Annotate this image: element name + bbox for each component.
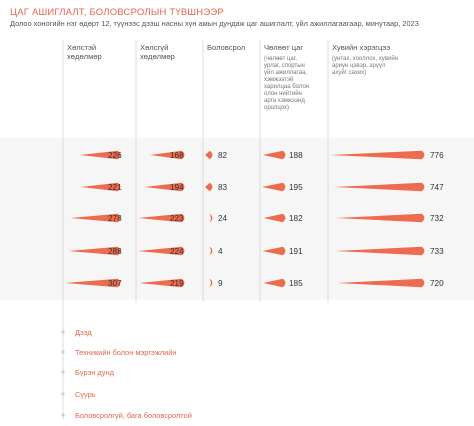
series-note: (чөлөөт цаг, xyxy=(264,56,297,62)
data-label: 219 xyxy=(170,279,184,288)
series-name: Чөлөөт цаг xyxy=(264,43,303,52)
data-label: 188 xyxy=(289,151,303,160)
series-note: харилцаа болон xyxy=(264,84,309,90)
bar xyxy=(80,150,121,160)
data-label: 82 xyxy=(218,151,228,160)
data-label: 83 xyxy=(218,183,228,192)
bar xyxy=(209,278,213,288)
chart-title: ЦАГ АШИГЛАЛТ, БОЛОВСРОЛЫН ТҮВШНЭЭР xyxy=(10,7,224,18)
data-label: 24 xyxy=(218,214,228,223)
bar xyxy=(70,213,121,223)
bar xyxy=(262,246,286,256)
data-label: 278 xyxy=(108,214,122,223)
bar xyxy=(262,182,286,192)
legend-dot xyxy=(61,413,65,417)
legend-dot xyxy=(61,392,65,396)
bar xyxy=(263,213,286,223)
category-label: Дээд xyxy=(75,328,92,337)
data-label: 191 xyxy=(289,247,303,256)
series-note: ариун цэвэр, эрүүл xyxy=(332,63,386,69)
category-label: Боловсролгүй, бага боловсролтой xyxy=(75,411,192,420)
legend-dot xyxy=(61,330,65,334)
data-label: 9 xyxy=(218,279,223,288)
legend-dot xyxy=(61,370,65,374)
data-label: 733 xyxy=(430,247,444,256)
series-note: олон нийтийн xyxy=(264,90,302,97)
bar xyxy=(335,213,425,223)
data-label: 288 xyxy=(108,247,122,256)
bar xyxy=(144,182,185,192)
series-name: Хөлсгүй xyxy=(140,43,168,52)
bar xyxy=(335,246,425,256)
bar xyxy=(262,150,286,160)
bar xyxy=(138,246,185,256)
data-label: 307 xyxy=(108,279,122,288)
data-label: 747 xyxy=(430,183,444,192)
data-label: 4 xyxy=(218,247,223,256)
data-label: 195 xyxy=(289,183,303,192)
data-label: 221 xyxy=(108,183,122,192)
series-note: арга хэмжээнд xyxy=(264,98,305,104)
bar xyxy=(263,278,286,288)
legend-dot xyxy=(61,350,65,354)
bar xyxy=(336,278,425,288)
series-note: хэмжээтэй xyxy=(264,76,293,83)
data-label: 776 xyxy=(430,151,444,160)
bar xyxy=(330,150,425,160)
data-label: 732 xyxy=(430,214,444,223)
data-label: 224 xyxy=(170,247,184,256)
bar xyxy=(139,278,185,288)
data-label: 185 xyxy=(289,279,303,288)
bar xyxy=(150,150,185,160)
data-label: 226 xyxy=(108,151,122,160)
series-note: ахуйг сахих) xyxy=(332,69,366,76)
bar xyxy=(333,182,425,192)
data-label: 182 xyxy=(289,214,303,223)
bar xyxy=(138,213,185,223)
series-name: хөдөлмөр xyxy=(140,52,175,61)
bar xyxy=(209,213,213,223)
data-label: 223 xyxy=(170,214,184,223)
series-note: (унтах, хооллох, хувийн xyxy=(332,55,398,62)
chart-subtitle: Долоо хоногийн нэг өдөрт 12, түүнээс дээ… xyxy=(10,19,419,28)
category-label: Техникийн болон мэргэжлийн xyxy=(75,348,176,357)
series-note: урлаг, спортын xyxy=(264,63,305,69)
data-label: 194 xyxy=(170,183,184,192)
data-label: 720 xyxy=(430,279,444,288)
series-note: үйл ажиллагаа, xyxy=(264,69,307,76)
bar xyxy=(68,246,121,256)
series-name: Хувийн хэрэгцээ xyxy=(332,43,390,52)
series-name: хөдөлмөр xyxy=(67,52,102,61)
bar xyxy=(205,182,213,192)
bar xyxy=(209,246,213,256)
bar xyxy=(65,278,121,288)
series-name: Хөлстэй xyxy=(67,43,96,52)
category-label: Бүрэн дунд xyxy=(75,368,115,377)
series-name: Боловсрол xyxy=(207,43,245,52)
bar xyxy=(205,150,213,160)
bar xyxy=(80,182,121,192)
category-label: Суурь xyxy=(75,390,96,399)
data-label: 168 xyxy=(170,151,184,160)
series-note: оролцох) xyxy=(264,105,289,111)
